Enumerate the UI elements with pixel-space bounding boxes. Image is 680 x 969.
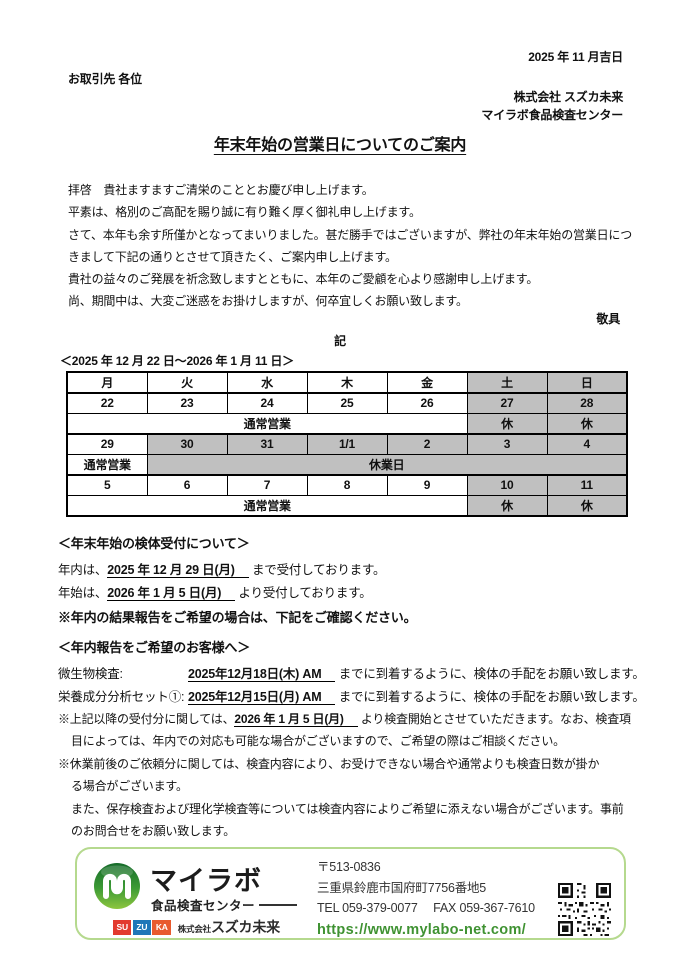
reception-warning: ※年内の結果報告をご希望の場合は、下記をご確認ください。 (58, 610, 417, 625)
weekday-cell: 水 (226, 371, 308, 394)
mylabo-logo-icon (94, 863, 140, 909)
suzuka-badge-ka: KA (152, 919, 172, 935)
report-heading: ＜年内報告をご希望のお客様へ＞ (58, 640, 251, 655)
reception-section: ＜年末年始の検体受付について＞ 年内は、2025 年 12 月 29 日(月) … (58, 533, 630, 629)
weekday-cell: 月 (66, 371, 148, 394)
status-cell-closed: 休 (546, 412, 628, 435)
reception-new-year-line: 年始は、2026 年 1 月 5 日(月) より受付しております。 (58, 586, 372, 601)
date-cell: 25 (306, 392, 388, 414)
note3-line2: のお問合せをお願い致します。 (71, 824, 236, 839)
greeting-line: きまして下記の通りとさせて頂きたく、ご案内申し上げます。 (68, 249, 397, 264)
divider-line (259, 903, 297, 906)
date-cell: 7 (226, 474, 308, 496)
contact-block: 〒513-0836 三重県鈴鹿市国府町7756番地5 TEL 059-379-0… (317, 857, 535, 940)
sender-block: 株式会社 スズカ未来 マイラボ食品検査センター (0, 88, 623, 124)
date-cell: 11 (546, 474, 628, 496)
week2-status-row: 通常営業 休業日 (66, 453, 628, 476)
record-mark-ki: 記 (334, 334, 346, 348)
brand-name: マイラボ (150, 866, 262, 896)
closing-keigu: 敬具 (596, 312, 620, 326)
brand-subtitle: 食品検査センター (151, 899, 256, 913)
date-cell: 3 (466, 433, 548, 455)
reception-heading: ＜年末年始の検体受付について＞ (58, 536, 250, 551)
calendar-period-caption: ＜2025 年 12 月 22 日～2026 年 1 月 11 日＞ (60, 354, 294, 368)
legal-company-name: 株式会社スズカ未来 (177, 919, 280, 935)
week3-status-row: 通常営業 休 休 (66, 494, 628, 516)
weekday-cell-sunday: 日 (546, 371, 628, 394)
suzuka-badge-su: SU (113, 919, 132, 935)
note1-line1: ※上記以降の受付分に関しては、2026 年 1 月 5 日(月) より検査開始と… (58, 712, 631, 727)
date-cell: 30 (146, 433, 228, 455)
inspection-restart-date: 2026 年 1 月 5 日(月) (234, 712, 358, 727)
document-title: 年末年始の営業日についてのご案内 (213, 137, 467, 154)
weekday-cell: 木 (306, 371, 388, 394)
report-row-microbio: 微生物検査: 2025年12月18日(木) AM までに到着するように、検体の手配… (58, 667, 645, 682)
address: 三重県鈴鹿市国府町7756番地5 (317, 880, 487, 895)
qr-code-icon (558, 883, 611, 936)
date-cell: 31 (226, 433, 308, 455)
brand-subtitle-row: 食品検査センター (151, 895, 297, 914)
nutrition-deadline-date: 2025年12月15日(月) AM (188, 690, 336, 705)
suzuka-badge-row: SU ZU KA 株式会社スズカ未来 (113, 917, 280, 937)
year-end-deadline-date: 2025 年 12 月 29 日(月) (107, 563, 249, 578)
reception-year-end-line: 年内は、2025 年 12 月 29 日(月) まで受付しております。 (58, 563, 386, 578)
date-cell: 26 (386, 392, 468, 414)
sender-department: マイラボ食品検査センター (481, 108, 623, 122)
week1-dates-row: 22 23 24 25 26 27 28 (66, 392, 628, 414)
report-section: ＜年内報告をご希望のお客様へ＞ 微生物検査: 2025年12月18日(木) AM … (58, 637, 645, 709)
date-cell: 2 (386, 433, 468, 455)
date-cell: 24 (226, 392, 308, 414)
company-footer-card: マイラボ 食品検査センター SU ZU KA 株式会社スズカ未来 〒513-08… (75, 847, 626, 940)
date-cell: 22 (66, 392, 148, 414)
week2-dates-row: 29 30 31 1/1 2 3 4 (66, 433, 628, 455)
note1-line2: 目によっては、年内での対応も可能な場合がございますので、ご希望の際はご相談くださ… (71, 734, 565, 749)
date-cell: 4 (546, 433, 628, 455)
date-cell: 5 (66, 474, 148, 496)
greeting-line: 尚、期間中は、大変ご迷惑をお掛けしますが、何卒宜しくお願い致します。 (68, 294, 468, 309)
greeting-paragraph: 拝啓 貴社ますますご清栄のこととお慶び申し上げます。 平素は、格別のご高配を賜り… (68, 179, 633, 313)
date-cell: 1/1 (306, 433, 388, 455)
suzuka-badge-zu: ZU (132, 919, 151, 935)
issue-date: 2025 年 11 月吉日 (528, 50, 623, 64)
new-year-start-date: 2026 年 1 月 5 日(月) (107, 586, 236, 601)
greeting-line: 拝啓 貴社ますますご清栄のこととお慶び申し上げます。 (68, 183, 374, 197)
microbio-deadline-date: 2025年12月18日(木) AM (188, 667, 336, 682)
status-cell-closed: 休 (546, 494, 628, 516)
status-cell-closed: 休 (466, 494, 548, 516)
date-cell: 29 (66, 433, 148, 455)
tel-fax: TEL 059-379-0077 FAX 059-367-7610 (317, 901, 535, 915)
postal-code: 〒513-0836 (317, 860, 381, 874)
sender-company: 株式会社 スズカ未来 (513, 90, 624, 104)
weekday-header-row: 月 火 水 木 金 土 日 (66, 371, 628, 394)
note3-line1: また、保存検査および理化学検査等については検査内容によりご希望に添えない場合がご… (71, 801, 624, 816)
date-cell: 10 (466, 474, 548, 496)
status-cell-open: 通常営業 (66, 494, 468, 516)
greeting-line: 貴社の益々のご発展を祈念致しますとともに、本年のご愛顧を心より感謝申し上げます。 (68, 272, 539, 287)
week3-dates-row: 5 6 7 8 9 10 11 (66, 474, 628, 496)
weekday-cell: 金 (386, 371, 468, 394)
note2-line1: ※休業前後のご依頼分に関しては、検査内容により、お受けできない場合や通常よりも検… (58, 756, 600, 771)
status-cell-open: 通常営業 (66, 412, 468, 435)
date-cell: 27 (466, 392, 548, 414)
date-cell: 6 (146, 474, 228, 496)
recipient: お取引先 各位 (68, 72, 142, 86)
weekday-cell-saturday: 土 (466, 371, 548, 394)
business-day-calendar: 月 火 水 木 金 土 日 22 23 24 25 26 27 28 通常営業 … (66, 371, 628, 517)
weekday-cell: 火 (146, 371, 228, 394)
website-link[interactable]: https://www.mylabo-net.com/ (317, 921, 526, 938)
greeting-line: 平素は、格別のご高配を賜り誠に有り難く厚く御礼申し上げます。 (68, 205, 421, 220)
date-cell: 28 (546, 392, 628, 414)
date-cell: 9 (386, 474, 468, 496)
status-cell-open: 通常営業 (66, 453, 148, 476)
note2-line2: る場合がございます。 (71, 779, 188, 794)
week1-status-row: 通常営業 休 休 (66, 412, 628, 435)
report-row-nutrition: 栄養成分分析セット①: 2025年12月15日(月) AM までに到着するように、… (58, 690, 645, 705)
date-cell: 23 (146, 392, 228, 414)
status-cell-closed: 休 (466, 412, 548, 435)
greeting-line: さて、本年も余す所僅かとなってまいりました。甚だ勝手ではございますが、弊社の年末… (68, 227, 633, 242)
notes-section: ※上記以降の受付分に関しては、2026 年 1 月 5 日(月) より検査開始と… (58, 708, 640, 842)
date-cell: 8 (306, 474, 388, 496)
status-cell-holiday: 休業日 (146, 453, 628, 476)
